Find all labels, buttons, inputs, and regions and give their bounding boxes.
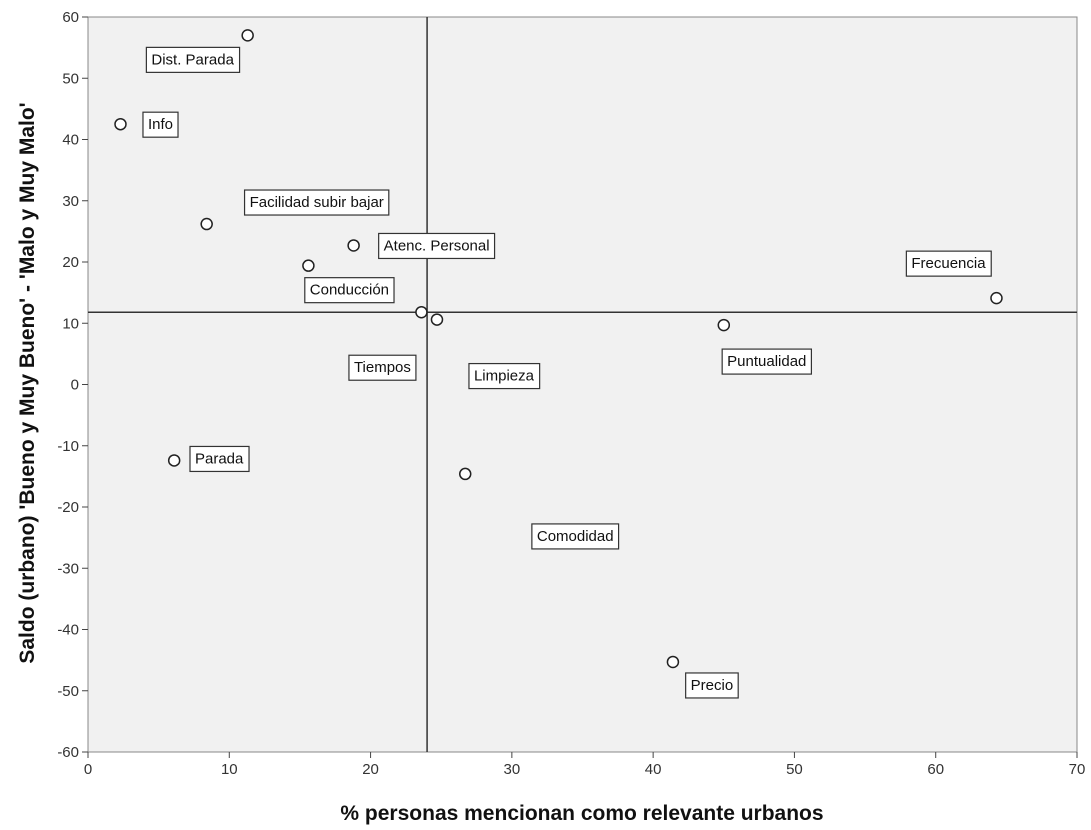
point-label: Dist. Parada (151, 51, 234, 68)
point-label-group: Conducción (304, 277, 395, 304)
point-label-box (142, 111, 179, 138)
point-label-group: Frecuencia (905, 250, 992, 277)
x-tick-label: 50 (786, 761, 803, 778)
data-point (302, 259, 315, 272)
point-label-box (304, 277, 395, 304)
point-label: Parada (195, 450, 244, 467)
point-label: Puntualidad (727, 353, 806, 370)
point-label: Atenc. Personal (384, 237, 490, 254)
point-label-group: Facilidad subir bajar (243, 189, 390, 216)
y-tick-label: 30 (62, 193, 79, 210)
data-point (114, 117, 127, 131)
point-label-box (189, 445, 250, 473)
point-label-group: Comodidad (531, 523, 620, 550)
point-label-group: Dist. Parada (145, 46, 241, 73)
point-label: Info (148, 116, 173, 133)
point-label-box (531, 523, 620, 550)
point-label-box (468, 362, 541, 390)
point-label-box (378, 232, 496, 260)
y-tick-label: 10 (62, 315, 79, 332)
point-label-group: Parada (189, 445, 250, 473)
x-tick-label: 40 (645, 761, 662, 778)
point-label: Frecuencia (911, 255, 986, 272)
point-label: Comodidad (537, 528, 614, 545)
y-tick-label: -60 (57, 744, 79, 761)
x-axis-title: % personas mencionan como relevante urba… (340, 802, 823, 825)
point-label-box (685, 672, 739, 699)
point-label-group: Puntualidad (721, 348, 813, 375)
point-label: Precio (691, 677, 734, 694)
point-label-layer: Dist. Parada Info Facilidad subir bajar Ate… (142, 46, 992, 699)
data-point (167, 454, 181, 467)
data-point (415, 305, 428, 319)
point-label: Conducción (310, 282, 389, 299)
data-point (666, 655, 680, 669)
point-label-box (243, 189, 390, 216)
point-label-group: Atenc. Personal (378, 232, 496, 260)
plot-layer: 60 50 40 30 20 10 0 -10 -20 -30 -40 -50 -60 0 10 20 30 40… (57, 9, 1085, 778)
x-tick-label: 70 (1069, 761, 1086, 778)
point-label-box (145, 46, 241, 73)
point-label: Facilidad subir bajar (250, 194, 384, 211)
plot-area (87, 16, 1078, 753)
point-label-group: Tiempos (348, 354, 417, 381)
y-tick-label: 60 (62, 9, 79, 26)
point-label-group: Limpieza (468, 362, 541, 390)
point-label-box (348, 354, 417, 381)
y-tick-label: -50 (57, 683, 79, 700)
y-tick-label: -20 (57, 499, 79, 516)
data-point (241, 29, 254, 42)
data-point (200, 217, 213, 231)
y-tick-label: 0 (71, 377, 79, 394)
y-tick-label: 40 (62, 132, 79, 149)
data-point (990, 291, 1003, 305)
y-tick-label: 20 (62, 254, 79, 271)
y-tick-label: -40 (57, 622, 79, 639)
point-label-box (905, 250, 992, 277)
data-point (458, 467, 472, 481)
y-tick-label: 50 (62, 70, 79, 87)
data-point (347, 239, 360, 252)
point-label: Limpieza (474, 368, 535, 385)
x-tick-label: 10 (221, 761, 238, 778)
data-point (717, 318, 731, 332)
x-tick-label: 0 (84, 761, 92, 778)
point-label-group: Precio (685, 672, 739, 699)
x-tick-label: 60 (927, 761, 944, 778)
x-tick-label: 20 (362, 761, 379, 778)
y-tick-label: -30 (57, 560, 79, 577)
y-axis-title: Saldo (urbano) 'Bueno y Muy Bueno' - 'Ma… (16, 102, 39, 663)
point-label-box (721, 348, 813, 375)
point-label-group: Info (142, 111, 179, 138)
y-tick-label: -10 (57, 438, 79, 455)
data-point (430, 313, 444, 326)
point-label: Tiempos (354, 359, 411, 376)
x-tick-label: 30 (504, 761, 521, 778)
